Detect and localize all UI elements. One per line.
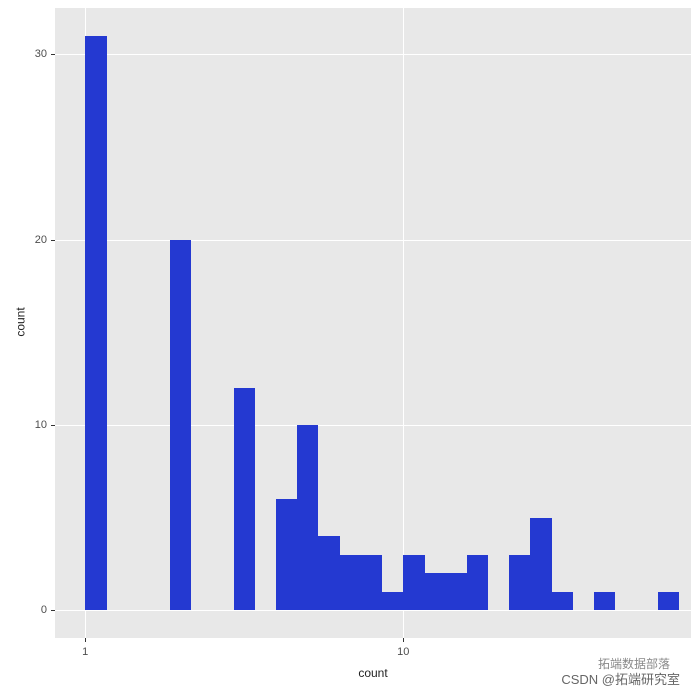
histogram-bar	[552, 592, 573, 611]
x-tick-label: 1	[82, 646, 88, 658]
x-gridline	[403, 8, 404, 638]
y-tick-label: 10	[35, 419, 47, 431]
histogram-bar	[658, 592, 679, 611]
y-tick-label: 30	[35, 48, 47, 60]
histogram-bar	[318, 536, 339, 610]
y-tick-label: 20	[35, 234, 47, 246]
histogram-bar	[403, 555, 424, 611]
histogram-bar	[446, 573, 467, 610]
y-gridline	[55, 240, 691, 241]
x-axis-label: count	[358, 666, 387, 680]
histogram-bar	[276, 499, 297, 610]
y-gridline	[55, 54, 691, 55]
histogram-bar	[467, 555, 488, 611]
y-gridline	[55, 610, 691, 611]
histogram-bar	[170, 240, 191, 611]
y-tick-mark	[51, 54, 55, 55]
plot-panel	[55, 8, 691, 638]
histogram-bar	[85, 36, 106, 610]
histogram-bar	[361, 555, 382, 611]
histogram-bar	[382, 592, 403, 611]
x-tick-mark	[403, 638, 404, 642]
y-tick-mark	[51, 240, 55, 241]
y-tick-label: 0	[41, 604, 47, 616]
histogram-bar	[297, 425, 318, 610]
y-tick-mark	[51, 610, 55, 611]
y-tick-mark	[51, 425, 55, 426]
x-tick-mark	[85, 638, 86, 642]
histogram-bar	[425, 573, 446, 610]
histogram-bar	[234, 388, 255, 610]
histogram-bar	[340, 555, 361, 611]
histogram-bar	[594, 592, 615, 611]
y-axis-label: count	[14, 307, 28, 336]
y-gridline	[55, 425, 691, 426]
histogram-bar	[530, 518, 551, 611]
x-tick-label: 10	[397, 646, 409, 658]
watermark-main: CSDN @拓端研究室	[561, 669, 680, 688]
chart-container: count count 0 10 20 30 1 10	[0, 0, 700, 700]
histogram-bar	[509, 555, 530, 611]
